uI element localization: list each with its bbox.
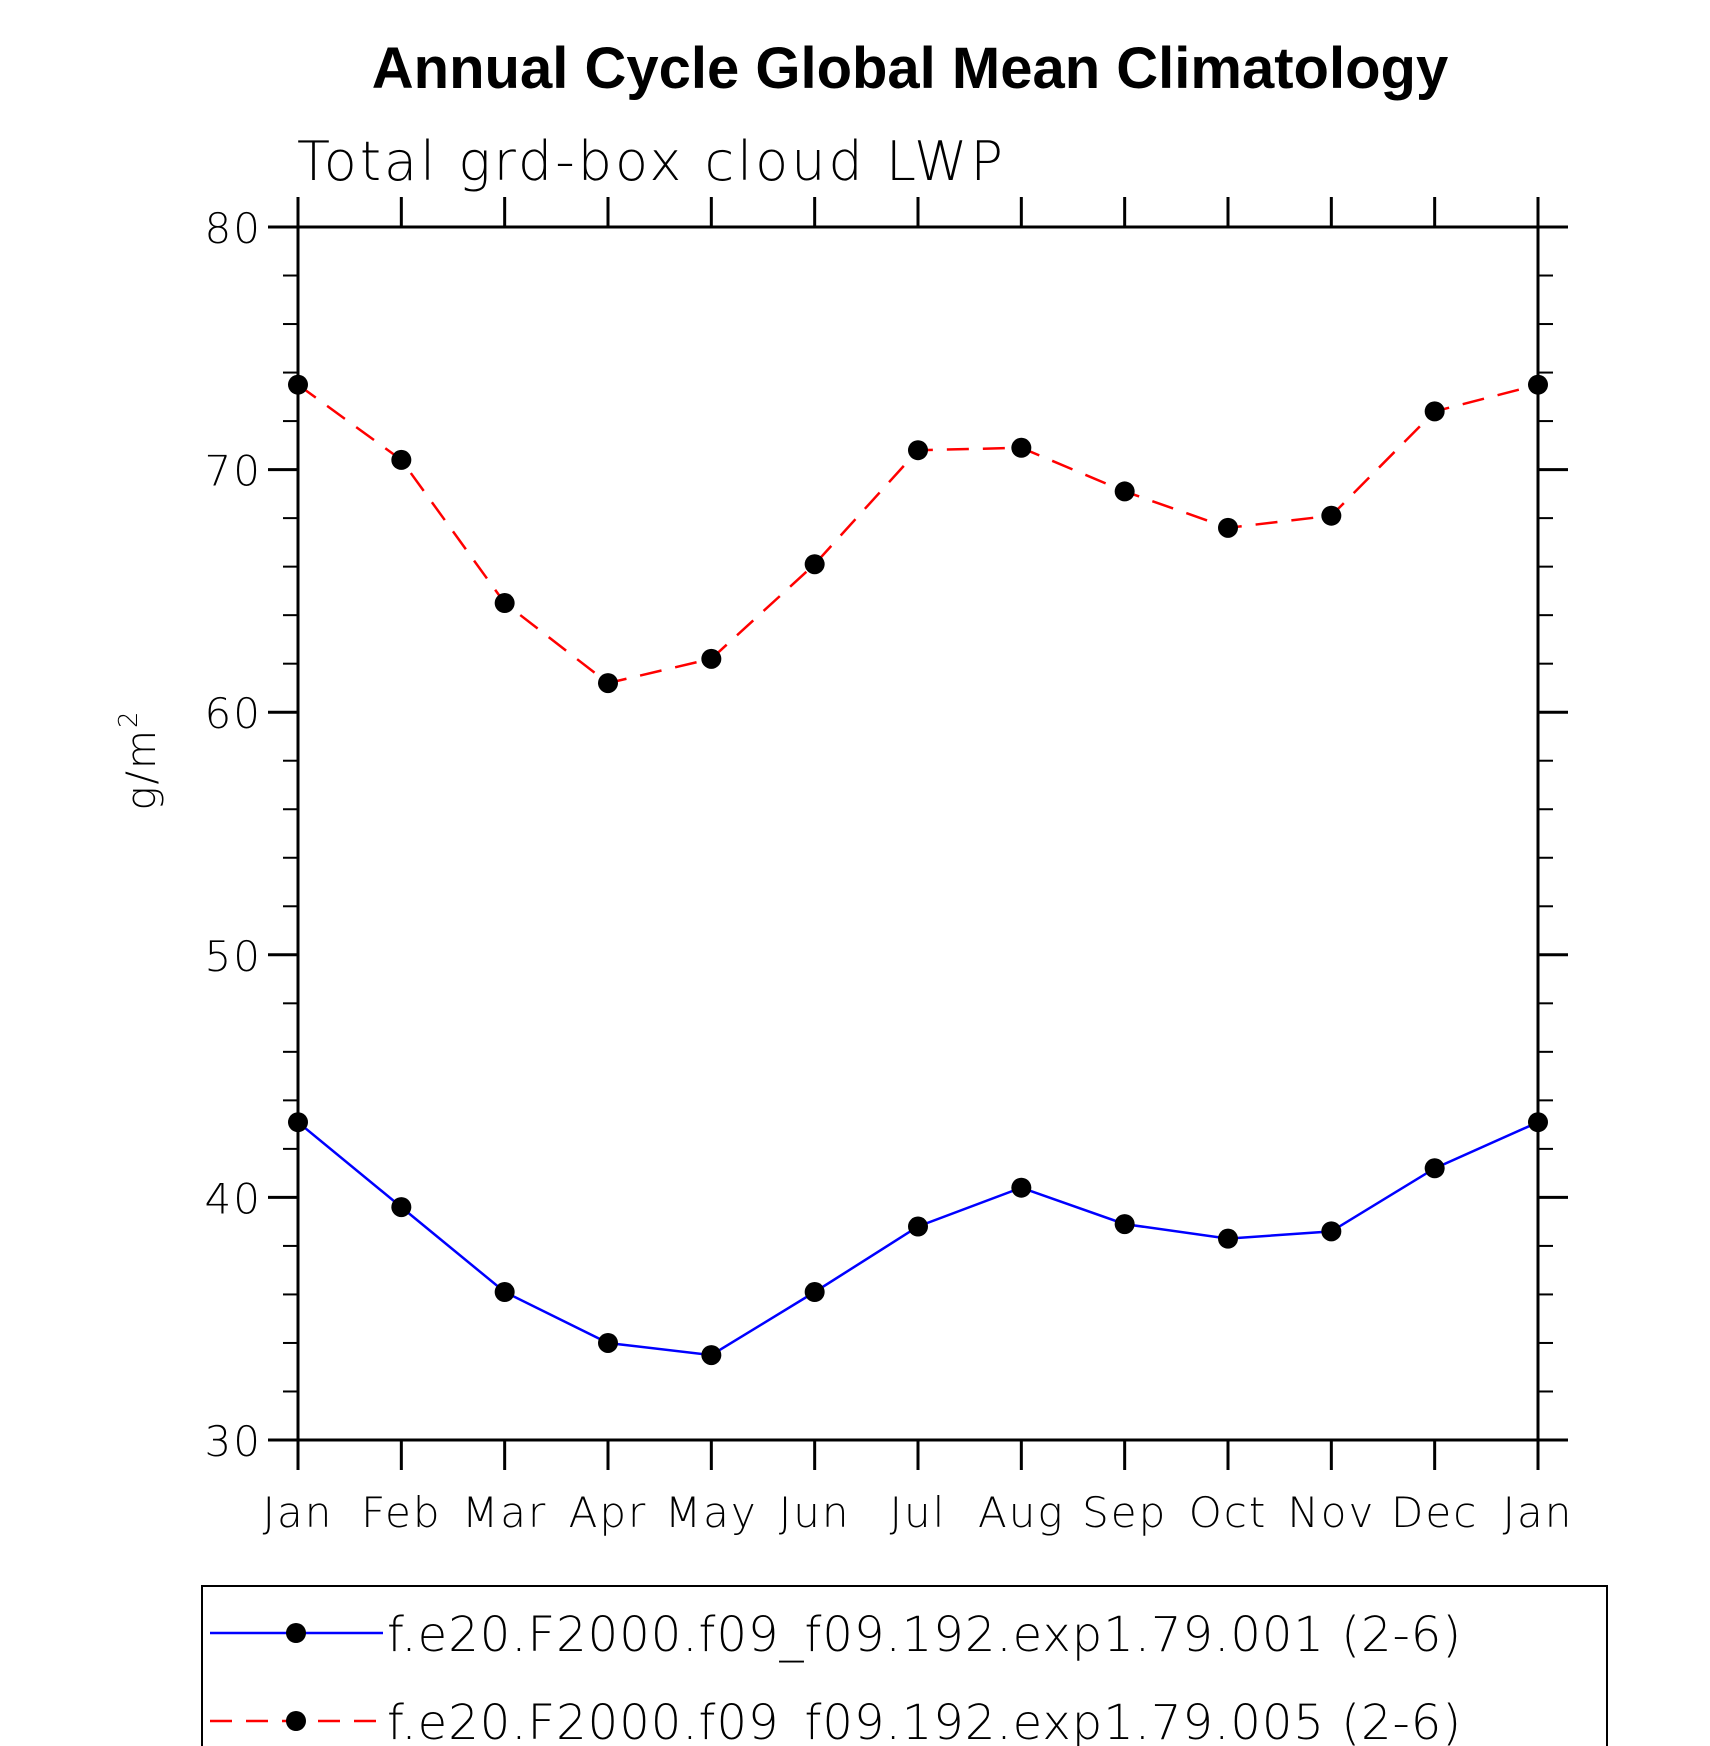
data-point: [701, 1345, 722, 1366]
series-1: [288, 1112, 1548, 1366]
data-point: [1528, 1112, 1548, 1133]
series-2: [288, 374, 1548, 694]
x-tick-label: Dec: [1391, 1488, 1478, 1537]
data-point: [391, 1197, 412, 1218]
y-tick-label: 60: [205, 689, 262, 738]
y-tick-label: 40: [205, 1174, 262, 1223]
data-point: [1528, 374, 1548, 395]
x-tick-label: Jan: [263, 1488, 334, 1537]
y-tick-label: 80: [205, 204, 262, 253]
data-point: [1114, 481, 1135, 502]
data-point: [1218, 1228, 1238, 1249]
data-point: [1114, 1214, 1135, 1235]
data-point: [908, 440, 928, 461]
x-tick-label: Sep: [1082, 1488, 1167, 1537]
data-point: [1321, 505, 1342, 526]
y-tick-label: 70: [205, 447, 262, 496]
plot-frame: [296, 225, 1540, 1442]
data-point: [598, 1332, 618, 1353]
x-tick-label: Nov: [1287, 1488, 1375, 1537]
data-point: [494, 593, 515, 614]
x-tick-label: Aug: [978, 1488, 1065, 1537]
legend-swatch-marker: [286, 1623, 306, 1643]
data-point: [1321, 1221, 1342, 1242]
series-line: [297, 383, 1539, 685]
data-point: [288, 374, 308, 395]
svg-text:g/m2: g/m2: [114, 710, 165, 811]
data-point: [804, 1282, 825, 1303]
y-axis-label-superscript: 2: [114, 710, 144, 729]
x-tick-label: Jul: [890, 1488, 947, 1537]
x-tick-label: Jan: [1503, 1488, 1574, 1537]
data-point: [1011, 1177, 1032, 1198]
data-point: [804, 554, 825, 575]
x-tick-label: Mar: [462, 1488, 547, 1537]
series-layer: [288, 374, 1548, 1366]
data-point: [288, 1112, 308, 1133]
y-axis-label-text: g/m: [119, 728, 165, 810]
data-point: [391, 449, 412, 470]
axes: 30 40 50 60 70 80 Jan Feb Mar Apr May Jun Jul Aug Sep O…: [205, 197, 1574, 1537]
y-tick-label: 30: [205, 1417, 262, 1466]
data-point: [908, 1216, 928, 1237]
series-line: [297, 1121, 1539, 1357]
legend: f.e20.F2000.f09_f09.192.exp1.79.001 (2-6…: [201, 1585, 1608, 1746]
legend-swatch-marker: [286, 1711, 306, 1731]
data-point: [1424, 1158, 1445, 1179]
x-tick-label: Apr: [569, 1488, 648, 1537]
legend-box: [201, 1585, 1608, 1746]
legend-label: f.e20.F2000.f09_f09.192.exp1.79.001 (2-6…: [387, 1607, 1462, 1663]
legend-label: f.e20.F2000.f09_f09.192.exp1.79.005 (2-6…: [387, 1695, 1462, 1746]
x-tick-label: Feb: [361, 1488, 441, 1537]
y-tick-label: 50: [205, 932, 262, 981]
y-axis-label: g/m2: [114, 710, 165, 811]
x-tick-label: Jun: [779, 1488, 851, 1537]
chart-title: Annual Cycle Global Mean Climatology: [372, 36, 1448, 101]
data-point: [1424, 401, 1445, 422]
x-tick-label: May: [665, 1488, 758, 1537]
chart-subtitle: Total grd-box cloud LWP: [297, 130, 1006, 193]
data-point: [598, 673, 618, 694]
data-point: [494, 1282, 515, 1303]
data-point: [1218, 517, 1238, 538]
data-point: [701, 648, 722, 669]
data-point: [1011, 437, 1032, 458]
x-tick-label: Oct: [1189, 1488, 1268, 1537]
